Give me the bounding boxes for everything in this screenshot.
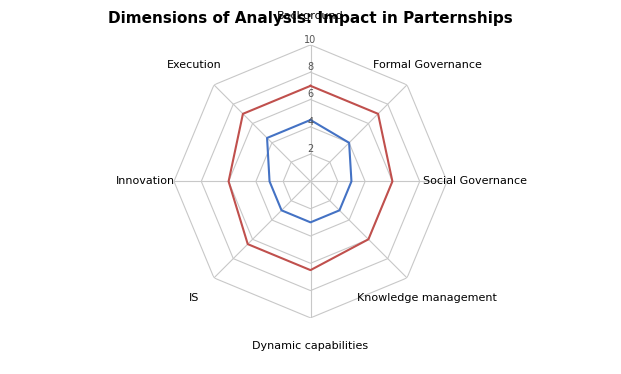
Text: 2: 2 [307,144,314,154]
Text: 8: 8 [307,62,314,72]
Text: 4: 4 [307,117,314,127]
Text: Dimensions of Analysis: Impact in Parternships: Dimensions of Analysis: Impact in Parter… [108,11,513,26]
Text: 10: 10 [304,35,317,45]
Text: 6: 6 [307,89,314,99]
